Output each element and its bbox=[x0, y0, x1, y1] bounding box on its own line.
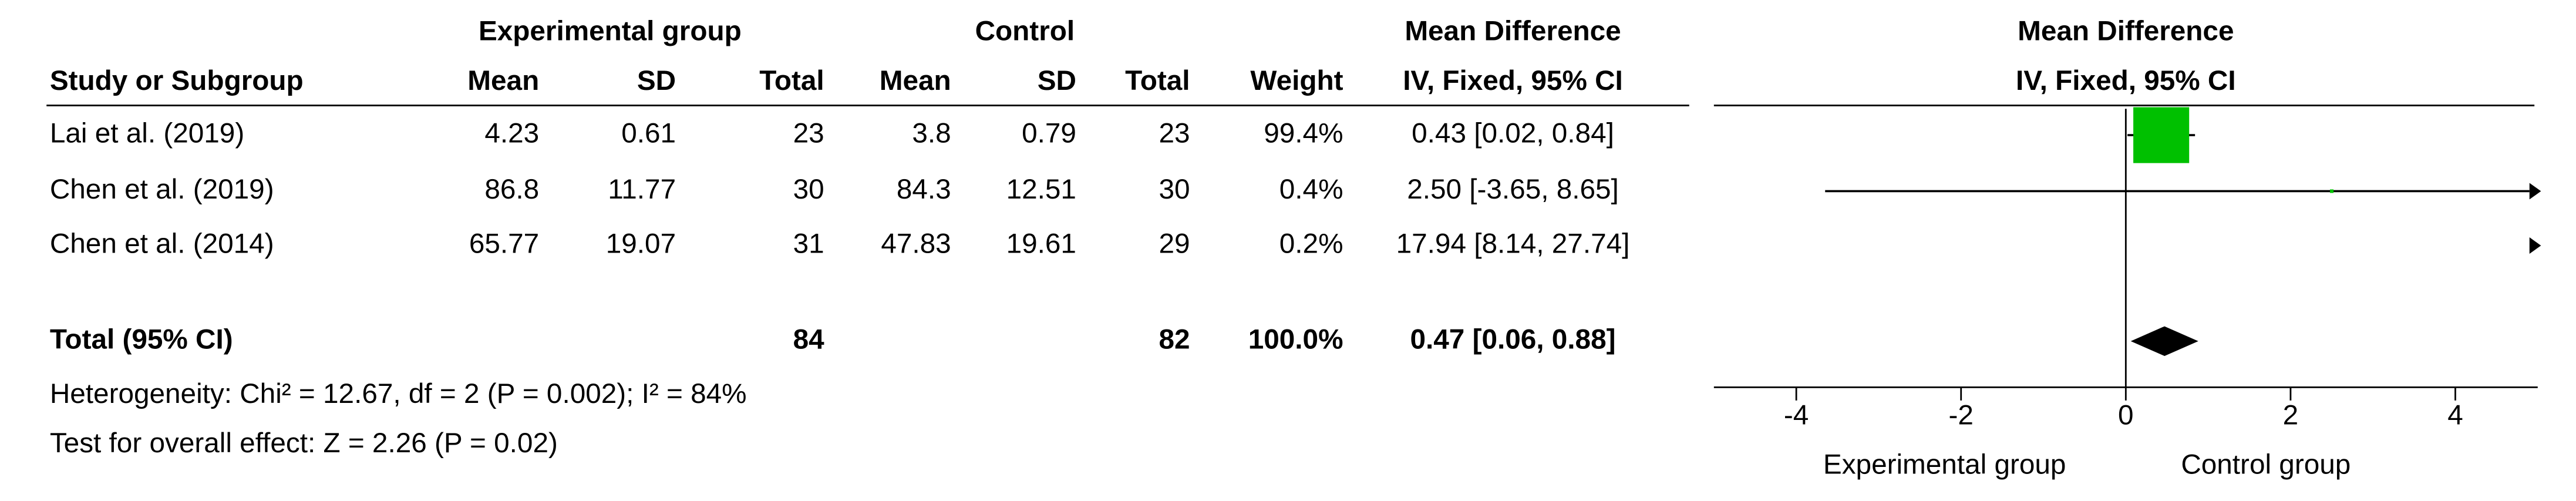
column-header: Total bbox=[759, 65, 824, 96]
x-tick-label: 0 bbox=[2118, 399, 2134, 431]
cell: 29 bbox=[1159, 228, 1190, 260]
ci-arrow bbox=[2529, 237, 2541, 254]
group-header: Control bbox=[975, 16, 1075, 47]
group-header: Mean Difference bbox=[1405, 16, 1621, 47]
study-name: Chen et al. (2014) bbox=[50, 228, 274, 260]
cell: 30 bbox=[793, 174, 824, 205]
column-header: Total bbox=[1125, 65, 1190, 96]
x-tick-label: -4 bbox=[1784, 399, 1809, 431]
column-header: Mean bbox=[467, 65, 539, 96]
column-header: IV, Fixed, 95% CI bbox=[2016, 65, 2236, 96]
x-tick-label: 2 bbox=[2283, 399, 2299, 431]
column-header: Weight bbox=[1250, 65, 1343, 96]
cell: 4.23 bbox=[484, 118, 539, 149]
total-diamond bbox=[2130, 326, 2198, 357]
cell: 0.79 bbox=[1022, 118, 1076, 149]
effect-square bbox=[2133, 107, 2190, 163]
cell: 84.3 bbox=[897, 174, 951, 205]
effect-square bbox=[2330, 189, 2334, 193]
cell: 86.8 bbox=[484, 174, 539, 205]
column-header: SD bbox=[1038, 65, 1076, 96]
column-header: IV, Fixed, 95% CI bbox=[1403, 65, 1623, 96]
group-header: Experimental group bbox=[479, 16, 742, 47]
overall-effect: Test for overall effect: Z = 2.26 (P = 0… bbox=[50, 428, 558, 459]
cell: 0.2% bbox=[1279, 228, 1343, 260]
column-header: SD bbox=[637, 65, 676, 96]
x-tick-label: -2 bbox=[1949, 399, 1974, 431]
column-header: Study or Subgroup bbox=[50, 65, 304, 96]
group-header: Mean Difference bbox=[2018, 16, 2234, 47]
ci-arrow bbox=[2529, 183, 2541, 200]
total-cell: 84 bbox=[793, 324, 825, 355]
cell: 47.83 bbox=[881, 228, 951, 260]
cell: 23 bbox=[1159, 118, 1190, 149]
cell: 2.50 [-3.65, 8.65] bbox=[1407, 174, 1619, 205]
cell: 0.4% bbox=[1279, 174, 1343, 205]
study-name: Lai et al. (2019) bbox=[50, 118, 244, 149]
x-label-left: Experimental group bbox=[1823, 449, 2066, 480]
cell: 99.4% bbox=[1264, 118, 1343, 149]
cell: 19.61 bbox=[1006, 228, 1076, 260]
cell: 31 bbox=[793, 228, 824, 260]
cell: 30 bbox=[1159, 174, 1190, 205]
x-label-right: Control group bbox=[2181, 449, 2351, 480]
total-cell: 100.0% bbox=[1248, 324, 1343, 355]
x-tick-label: 4 bbox=[2447, 399, 2463, 431]
cell: 11.77 bbox=[608, 174, 676, 205]
cell: 12.51 bbox=[1006, 174, 1076, 205]
total-name: Total (95% CI) bbox=[50, 324, 233, 355]
total-cell: 82 bbox=[1159, 324, 1190, 355]
cell: 19.07 bbox=[606, 228, 676, 260]
study-name: Chen et al. (2019) bbox=[50, 174, 274, 205]
cell: 0.43 [0.02, 0.84] bbox=[1412, 118, 1614, 149]
column-header: Mean bbox=[880, 65, 951, 96]
cell: 65.77 bbox=[469, 228, 539, 260]
cell: 3.8 bbox=[912, 118, 951, 149]
cell: 0.61 bbox=[621, 118, 676, 149]
cell: 17.94 [8.14, 27.74] bbox=[1396, 228, 1630, 260]
heterogeneity: Heterogeneity: Chi² = 12.67, df = 2 (P =… bbox=[50, 378, 747, 409]
cell: 23 bbox=[793, 118, 824, 149]
total-cell: 0.47 [0.06, 0.88] bbox=[1410, 324, 1616, 355]
